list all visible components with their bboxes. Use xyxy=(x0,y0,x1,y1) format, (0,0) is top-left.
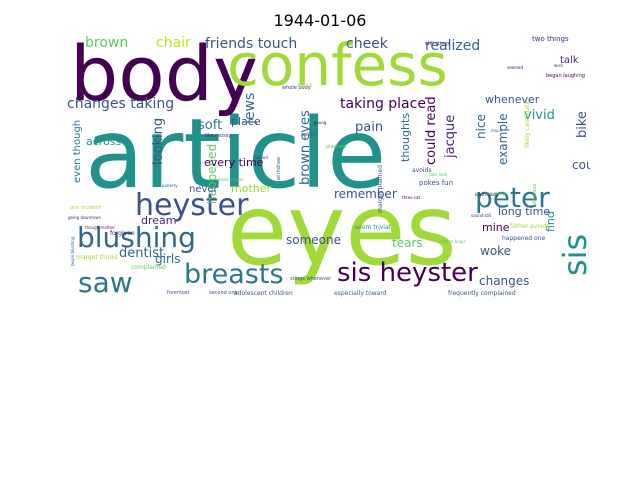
word-sis-heyster: sis heyster xyxy=(337,258,478,288)
word-foremost: foremost xyxy=(167,290,190,296)
word-young: young xyxy=(314,120,327,125)
word-brown-eyes: brown eyes xyxy=(298,110,313,185)
word-adolescent-children: adolescent children xyxy=(234,290,293,297)
word-bike: bike xyxy=(575,111,590,138)
word-blush-easily: blush easily xyxy=(475,192,499,197)
word-pokes-fun: pokes fun xyxy=(419,179,454,187)
word-example: example xyxy=(496,113,510,165)
word-cloud: article eyes body confess sis heyster heyster… xyxy=(67,36,590,298)
word-never: never xyxy=(189,184,218,195)
word-withdraw: withdraw xyxy=(276,157,282,180)
word-even-though: even though xyxy=(72,119,83,183)
word-still-stings: still stings xyxy=(425,41,451,47)
word-cheek: cheek xyxy=(346,36,388,52)
word-woke: woke xyxy=(480,244,512,258)
word-complained: complained xyxy=(131,264,166,271)
word-could-read: could read xyxy=(424,96,439,165)
word-second-one: second one xyxy=(209,290,238,296)
word-talk: talk xyxy=(560,55,579,66)
word-happened-one: happened one xyxy=(502,235,546,242)
word-soft: soft xyxy=(198,118,223,133)
word-like-mossy: like mossy xyxy=(205,133,232,139)
word-began-laughing: began laughing xyxy=(546,73,585,79)
word-jacque: jacque xyxy=(443,114,458,158)
word-every-time: every time xyxy=(204,156,264,169)
word-avoids: avoids xyxy=(412,167,432,174)
word-forgiven: forgiven xyxy=(110,230,135,237)
word-looking: looking xyxy=(151,117,166,165)
word-taking-place: taking place xyxy=(340,96,426,112)
word-whenever: whenever xyxy=(485,93,540,106)
word-dentist: dentist xyxy=(119,246,165,261)
word-someone: someone xyxy=(286,233,341,247)
word-mother: mother xyxy=(231,182,272,195)
word-one-incident: one incident xyxy=(70,205,101,211)
word-brown: brown xyxy=(85,36,129,51)
word-mine: mine xyxy=(482,221,510,234)
word-heyster: heyster xyxy=(135,188,249,223)
word-changes: changes xyxy=(479,274,530,288)
word-across: across xyxy=(86,135,122,148)
word-begin-blushing: begin blushing xyxy=(70,236,75,266)
word-breasts: breasts xyxy=(184,259,284,290)
word-dream: dream xyxy=(141,214,177,227)
word-especially-toward: especially toward xyxy=(334,290,387,297)
word-take-look: take look xyxy=(429,172,448,177)
word-sometimes: sometimes xyxy=(485,191,508,196)
word-three-cat: three cat xyxy=(402,195,421,200)
word-seemed: seemed xyxy=(507,65,523,70)
word-since: since xyxy=(297,82,313,89)
word-thoughts: thoughts xyxy=(399,113,412,162)
word-rushed: rushed xyxy=(254,155,268,160)
word-eyes: eyes xyxy=(227,174,457,288)
word-vivid: vivid xyxy=(524,108,555,123)
word-changes-taking: changes taking xyxy=(67,96,175,112)
word-pokes: pokes xyxy=(301,132,316,138)
word-confess: confess xyxy=(227,36,448,99)
word-could: could xyxy=(572,158,590,172)
word-margot-planned: margot planned xyxy=(377,165,384,213)
word-peter: peter xyxy=(475,181,550,214)
word-long-time: long time xyxy=(498,205,551,218)
word-likely-candidate: likely candidate xyxy=(524,100,531,148)
word-stings-whenever: stings whenever xyxy=(290,276,332,282)
word-friends-touch: friends touch xyxy=(205,36,298,52)
word-girls: girls xyxy=(155,252,181,266)
word-going-downtown: going downtown xyxy=(68,215,102,220)
word-wish: wish xyxy=(554,63,564,68)
word-seem-trivial: seem trivial xyxy=(355,224,391,231)
word-article: article xyxy=(85,98,387,210)
word-mother-begin: mother begin xyxy=(439,239,467,244)
word-sis: sis xyxy=(556,233,590,276)
word-pain: pain xyxy=(355,120,384,135)
word-oblivious: oblivious xyxy=(532,183,538,206)
word-saw: saw xyxy=(78,266,133,298)
chart-title: 1944-01-06 xyxy=(273,11,367,30)
word-though-mother: though mother xyxy=(85,225,115,230)
word-nice: nice xyxy=(474,114,488,139)
word-much: much xyxy=(491,128,503,133)
word-puberty: puberty xyxy=(162,183,178,188)
word-chair: chair xyxy=(156,36,191,51)
word-remember: remember xyxy=(334,187,397,201)
word-margot-thinks: margot thinks xyxy=(76,254,118,261)
word-planned: planned xyxy=(326,144,347,150)
word-place: place xyxy=(231,115,261,128)
word-two-things: two things xyxy=(532,36,569,43)
word-body-craves: body craves xyxy=(219,177,244,182)
word-body: body xyxy=(70,36,258,118)
word-whole-body: whole body xyxy=(282,85,311,91)
word-blushing: blushing xyxy=(77,221,196,254)
word-sound-still: sound still xyxy=(471,213,492,218)
word-realized: realized xyxy=(425,38,481,54)
word-frequently-complained: frequently complained xyxy=(448,290,516,297)
word-tears: tears xyxy=(392,236,423,250)
word-father-avoids: father avoids xyxy=(510,223,550,230)
